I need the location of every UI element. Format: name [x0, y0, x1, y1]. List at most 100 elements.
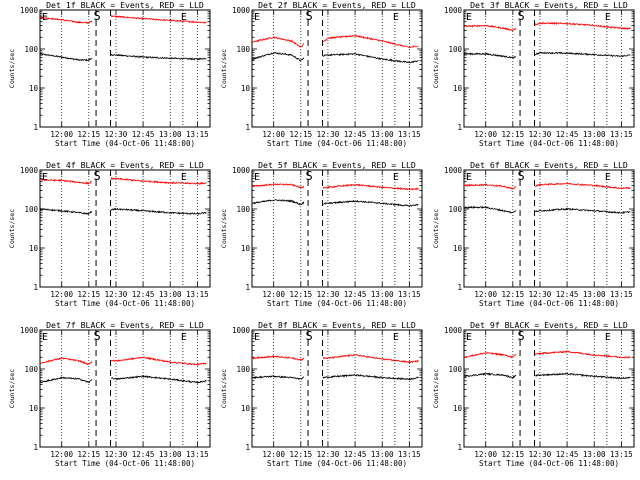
event-marker-label: S: [517, 169, 524, 183]
series-line-events: [110, 53, 207, 61]
event-marker-label: S: [93, 329, 100, 343]
event-marker-label: E: [393, 12, 399, 23]
plot-frame: [463, 9, 635, 128]
series-line-events: [251, 375, 305, 381]
x-tick-label: 12:15: [502, 450, 525, 459]
x-axis-label: Start Time (04-Oct-06 11:48:00): [55, 139, 195, 148]
event-marker-label: E: [181, 332, 187, 343]
plot-frame: [251, 169, 423, 288]
event-marker-label: E: [42, 12, 48, 23]
plot-frame: [39, 9, 211, 128]
y-tick-label: 1000: [232, 166, 251, 175]
series-line-lld: [110, 176, 207, 185]
chart-title: Det 5f BLACK = Events, RED = LLD: [258, 160, 416, 170]
x-tick-label: 13:15: [398, 130, 421, 139]
x-tick-label: 13:15: [398, 290, 421, 299]
x-tick-label: 12:30: [105, 130, 128, 139]
y-tick-label: 100: [236, 45, 250, 54]
series-line-events: [251, 52, 305, 62]
x-axis-label: Start Time (04-Oct-06 11:48:00): [55, 459, 195, 468]
x-tick-label: 12:45: [556, 130, 579, 139]
y-tick-label: 1000: [232, 326, 251, 335]
plot-frame: [463, 329, 635, 448]
x-tick-label: 12:00: [50, 450, 73, 459]
event-marker-label: E: [466, 12, 472, 23]
x-tick-label: 13:15: [610, 130, 633, 139]
x-tick-label: 13:15: [610, 290, 633, 299]
series-line-lld: [110, 356, 207, 366]
plot-frame: [251, 329, 423, 448]
x-tick-label: 13:15: [186, 290, 209, 299]
event-marker-label: S: [517, 9, 524, 23]
x-axis-label: Start Time (04-Oct-06 11:48:00): [479, 139, 619, 148]
plot-frame: [39, 169, 211, 288]
y-tick-label: 10: [453, 404, 463, 413]
event-marker-label: S: [305, 9, 312, 23]
x-tick-label: 12:45: [344, 290, 367, 299]
y-tick-label: 1000: [444, 326, 463, 335]
x-axis-label: Start Time (04-Oct-06 11:48:00): [479, 459, 619, 468]
y-tick-label: 10: [241, 244, 251, 253]
series-line-events: [39, 376, 93, 384]
event-marker-label: E: [605, 12, 611, 23]
event-marker-label: E: [393, 172, 399, 183]
y-tick-label: 10: [29, 404, 39, 413]
series-line-lld: [39, 178, 93, 185]
x-tick-label: 12:45: [556, 290, 579, 299]
y-tick-label: 100: [448, 365, 462, 374]
y-tick-label: 1: [245, 283, 250, 292]
y-tick-label: 100: [24, 45, 38, 54]
series-line-lld: [463, 24, 517, 32]
series-line-events: [534, 207, 631, 214]
chart-panel: Det 1f BLACK = Events, RED = LLD 1 10 100 10…: [8, 0, 211, 148]
x-tick-label: 12:15: [502, 130, 525, 139]
chart-panel: Det 9f BLACK = Events, RED = LLD 1 10 100 10…: [432, 320, 635, 468]
x-tick-label: 13:15: [610, 450, 633, 459]
y-axis-label: Counts/sec: [8, 209, 16, 248]
x-tick-label: 13:00: [159, 450, 182, 459]
series-line-lld: [39, 357, 93, 366]
plot-frame: [463, 169, 635, 288]
series-line-lld: [322, 34, 419, 49]
y-tick-label: 1: [457, 123, 462, 132]
event-marker-label: E: [466, 332, 472, 343]
x-tick-label: 12:30: [529, 450, 552, 459]
x-tick-label: 12:30: [317, 290, 340, 299]
x-tick-label: 13:00: [159, 290, 182, 299]
x-tick-label: 13:15: [398, 450, 421, 459]
x-tick-label: 13:00: [583, 450, 606, 459]
y-tick-label: 10: [453, 84, 463, 93]
series-line-events: [463, 205, 517, 214]
x-tick-label: 12:45: [132, 290, 155, 299]
x-tick-label: 12:00: [474, 130, 497, 139]
y-axis-label: Counts/sec: [432, 49, 440, 88]
y-tick-label: 100: [24, 365, 38, 374]
series-line-events: [322, 373, 419, 381]
event-marker-label: E: [181, 12, 187, 23]
chart-title: Det 7f BLACK = Events, RED = LLD: [46, 320, 204, 330]
series-line-events: [322, 199, 419, 208]
y-tick-label: 100: [236, 205, 250, 214]
x-tick-label: 12:45: [344, 130, 367, 139]
y-tick-label: 100: [448, 45, 462, 54]
x-tick-label: 12:30: [317, 130, 340, 139]
series-line-lld: [463, 351, 517, 359]
y-tick-label: 1: [457, 283, 462, 292]
y-tick-label: 1: [33, 283, 38, 292]
x-tick-label: 12:45: [344, 450, 367, 459]
x-tick-label: 12:45: [132, 450, 155, 459]
x-axis-label: Start Time (04-Oct-06 11:48:00): [479, 299, 619, 308]
x-tick-label: 12:15: [78, 450, 101, 459]
event-marker-label: E: [466, 172, 472, 183]
x-tick-label: 12:15: [290, 290, 313, 299]
event-marker-label: S: [305, 169, 312, 183]
series-line-events: [463, 52, 517, 60]
series-line-lld: [463, 183, 517, 190]
x-tick-label: 13:15: [186, 450, 209, 459]
x-tick-label: 12:30: [317, 450, 340, 459]
chart-panel: Det 2f BLACK = Events, RED = LLD 1 10 100 10…: [220, 0, 423, 148]
series-line-events: [463, 372, 517, 380]
chart-title: Det 8f BLACK = Events, RED = LLD: [258, 320, 416, 330]
x-tick-label: 12:15: [502, 290, 525, 299]
